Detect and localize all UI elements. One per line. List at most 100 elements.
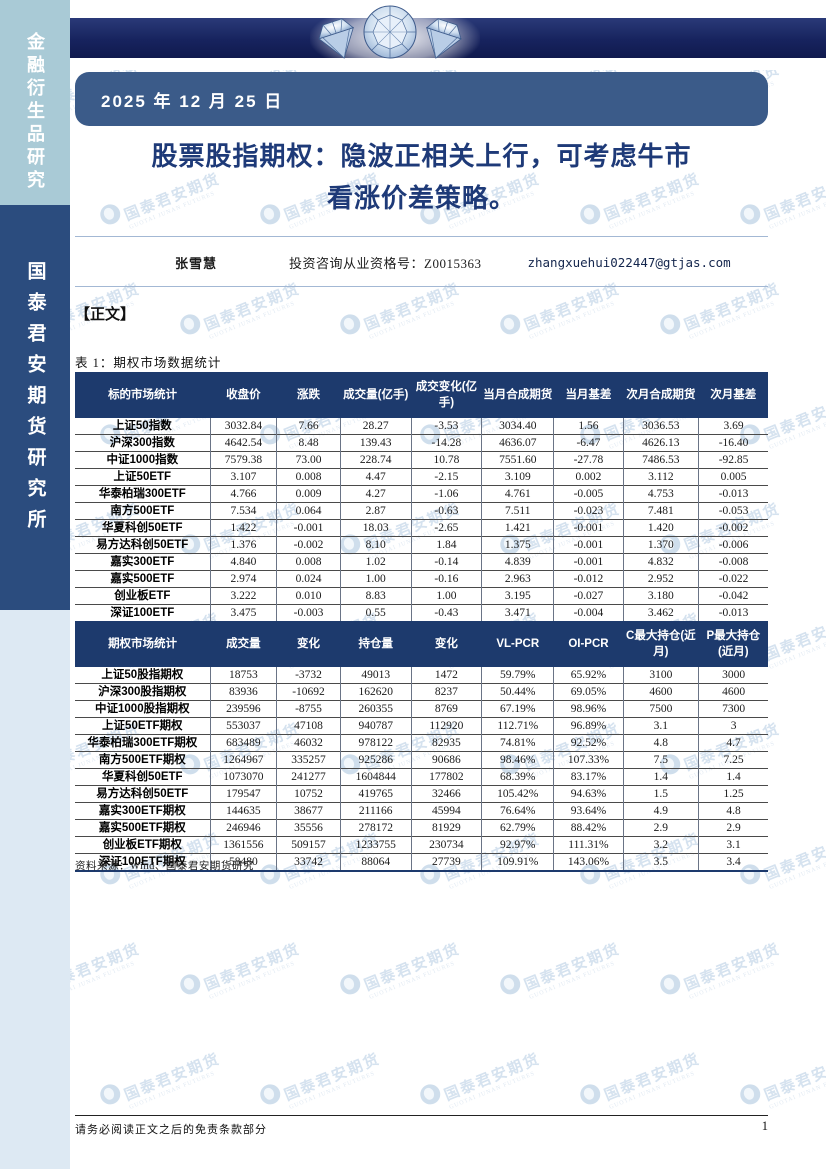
table-cell: 278172 [339, 819, 412, 837]
options-data-table: 标的市场统计 收盘价 涨跌 成交量(亿手) 成交变化(亿手) 当月合成期货 当月基差 次月合成… [75, 374, 768, 871]
table-cell: 1.420 [622, 519, 699, 537]
table-cell: 4642.54 [209, 434, 277, 452]
page-number: 1 [761, 1119, 768, 1133]
table-cell: 67.19% [481, 700, 554, 718]
row-label: 上证50指数 [75, 417, 211, 435]
table-cell: 35556 [276, 819, 341, 837]
table-cell: 107.33% [553, 751, 624, 769]
table-cell: -0.002 [276, 536, 341, 554]
column-header: 成交量 [210, 621, 277, 667]
table-cell: 683489 [209, 734, 277, 752]
source-note: 资料来源：Wind、国泰君安期货研究 [75, 861, 254, 872]
report-date: 2025 年 12 月 25 日 [101, 91, 284, 111]
table-cell: 8.48 [276, 434, 341, 452]
column-header: 当月合成期货 [481, 374, 554, 418]
watermark-subtext: GUOTAI JUNAN FUTURES [208, 300, 297, 341]
table-cell: 0.024 [276, 570, 341, 588]
table-cell: 553037 [209, 717, 277, 735]
row-label: 嘉实500ETF期权 [75, 819, 211, 837]
table-cell: 10.78 [410, 451, 482, 469]
watermark-subtext: GUOTAI JUNAN FUTURES [688, 300, 777, 341]
table-cell: 3.69 [698, 417, 768, 435]
table-row: 中证1000股指期权 239596 -8755 260355 8769 67.19% 98.… [75, 700, 768, 718]
table-cell: 3036.53 [622, 417, 699, 435]
watermark-logo-icon [337, 971, 364, 998]
watermark-logo-icon [257, 1081, 284, 1108]
table-cell: 0.008 [276, 468, 341, 486]
table-cell: 3.222 [209, 587, 277, 605]
footer-disclaimer: 请务必阅读正文之后的免责条款部分 [75, 1124, 267, 1136]
header-row: 标的市场统计 收盘价 涨跌 成交量(亿手) 成交变化(亿手) 当月合成期货 当月基差 次月合成… [75, 374, 768, 418]
table-cell: 335257 [276, 751, 341, 769]
table-cell: -0.14 [410, 553, 482, 571]
table-cell: 7.66 [276, 417, 341, 435]
watermark-logo-icon [577, 1081, 604, 1108]
table-cell: 50.44% [481, 683, 554, 701]
column-header: 变化 [276, 621, 341, 667]
table-cell: 7.511 [481, 502, 554, 520]
watermark-text: 国泰君安期货 [521, 940, 623, 995]
table-cell: 7.481 [622, 502, 699, 520]
watermark-text: 国泰君安期货 [761, 1050, 826, 1105]
table-cell: 4.8 [622, 734, 699, 752]
table-cell: 4.8 [698, 802, 768, 820]
table-cell: 2.952 [622, 570, 699, 588]
date-box: 2025 年 12 月 25 日 [75, 72, 768, 126]
table-cell: 96.89% [553, 717, 624, 735]
row-label: 沪深300指数 [75, 434, 211, 452]
watermark-logo-icon [337, 311, 364, 338]
author-qualification: 投资咨询从业资格号：Z0015363 [289, 255, 482, 271]
table-cell: 90686 [410, 751, 482, 769]
table-cell: 7500 [622, 700, 699, 718]
table-cell: 82935 [410, 734, 482, 752]
table-cell: 7.25 [698, 751, 768, 769]
table-cell: 0.005 [698, 468, 768, 486]
table-cell: 3.195 [481, 587, 554, 605]
table-row: 嘉实500ETF 2.974 0.024 1.00 -0.16 2.963 -0.012 2.… [75, 570, 768, 588]
table-cell: 239596 [209, 700, 277, 718]
watermark-text: 国泰君安期货 [201, 940, 303, 995]
table-row: 易方达科创50ETF 1.376 -0.002 8.10 1.84 1.375 -0.001… [75, 536, 768, 554]
table-cell: 93.64% [553, 802, 624, 820]
table-cell: -0.63 [410, 502, 482, 520]
sidebar: 金融衍生品研究 国泰君安期货研究所 [0, 0, 70, 1169]
watermark-logo-icon [177, 311, 204, 338]
table-cell: 112.71% [481, 717, 554, 735]
table-cell: 162620 [339, 683, 412, 701]
column-header: P最大持仓(近月) [698, 621, 768, 667]
table-cell: -6.47 [553, 434, 624, 452]
table-cell: 27739 [410, 853, 482, 871]
author-email-link[interactable]: zhangxuehui022447@gtjas.com [527, 254, 731, 270]
table-cell: 62.79% [481, 819, 554, 837]
watermark-text: 国泰君安期货 [761, 830, 826, 885]
table-row: 华泰柏瑞300ETF期权 683489 46032 978122 82935 74.81%… [75, 734, 768, 752]
watermark-text: 国泰君安期货 [441, 1050, 543, 1105]
table-cell: 10752 [276, 785, 341, 803]
watermark-subtext: GUOTAI JUNAN FUTURES [528, 300, 617, 341]
table-cell: 28.27 [339, 417, 412, 435]
table-cell: 1.376 [209, 536, 277, 554]
row-label: 上证50ETF期权 [75, 717, 211, 735]
table-cell: 105.42% [481, 785, 554, 803]
watermark-subtext: GUOTAI JUNAN FUTURES [208, 960, 297, 1001]
table-cell: 0.55 [339, 604, 412, 623]
watermark-subtext: GUOTAI JUNAN FUTURES [688, 960, 777, 1001]
table-cell: 2.87 [339, 502, 412, 520]
table-cell: 1.00 [410, 587, 482, 605]
table-cell: 4.761 [481, 485, 554, 503]
watermark-subtext: GUOTAI JUNAN FUTURES [368, 300, 457, 341]
table-cell: 7551.60 [481, 451, 554, 469]
table-cell: 3.475 [209, 604, 277, 623]
column-header: 次月基差 [698, 374, 768, 418]
table-cell: 68.39% [481, 768, 554, 786]
table-cell: -0.16 [410, 570, 482, 588]
options-market-rows: 上证50股指期权 18753 -3732 49013 1472 59.79% 65.92% 3… [75, 666, 768, 871]
row-label: 华夏科创50ETF [75, 768, 211, 786]
table-cell: 94.63% [553, 785, 624, 803]
table-cell: 8.83 [339, 587, 412, 605]
table-cell: 49013 [339, 666, 412, 684]
